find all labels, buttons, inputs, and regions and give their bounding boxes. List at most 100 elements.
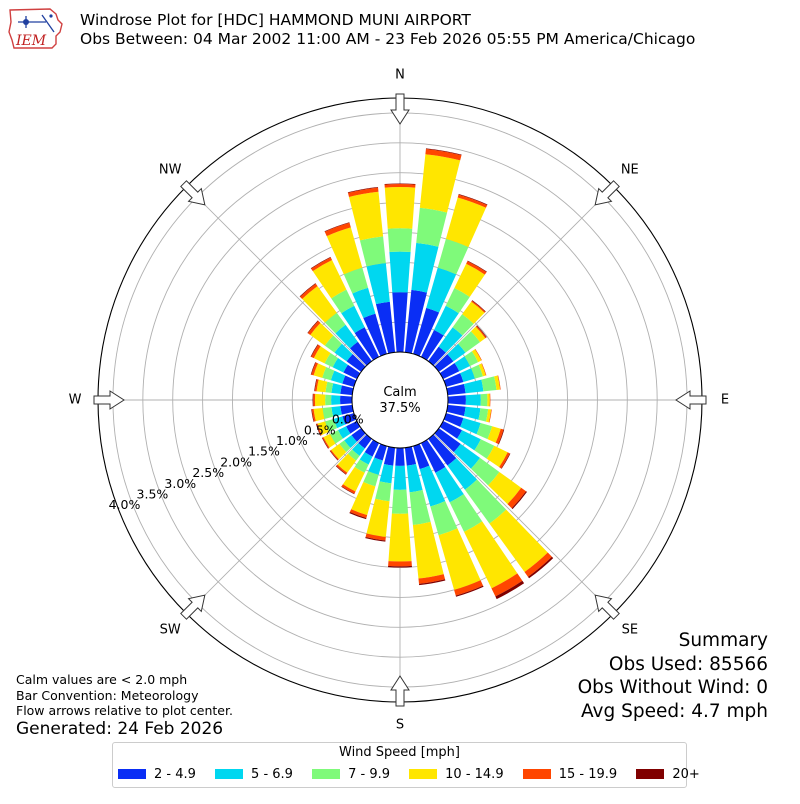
windrose-bar-segment xyxy=(437,238,469,275)
windrose-bar-segment xyxy=(466,261,487,275)
legend-item: 5 - 6.9 xyxy=(215,767,293,782)
windrose-bar-segment xyxy=(425,148,462,156)
windrose-bar-segment xyxy=(307,320,319,334)
windrose-bar-segment xyxy=(438,327,463,353)
windrose-bar-segment xyxy=(338,426,351,439)
windrose-bar-segment xyxy=(507,487,527,509)
windrose-bar-segment xyxy=(311,257,333,272)
windrose-bar-segment xyxy=(331,443,347,460)
windrose-bar-segment xyxy=(452,314,474,336)
windrose-bar-segment xyxy=(300,283,318,300)
windrose-bar-segment xyxy=(430,501,458,536)
summary-heading: Summary xyxy=(678,630,768,651)
windrose-bar-segment xyxy=(329,430,343,444)
radial-tick-label: 3.0% xyxy=(164,476,196,491)
grid-ring xyxy=(142,142,658,658)
grid-ring xyxy=(172,172,628,628)
calm-note: Calm values are < 2.0 mph xyxy=(16,672,188,687)
windrose-bar-segment xyxy=(366,498,390,537)
windrose-bar-segment xyxy=(347,449,360,461)
windrose-bar-segment xyxy=(439,363,460,380)
windrose-bar-segment xyxy=(420,439,446,473)
windrose-bar-segment xyxy=(330,449,339,461)
windrose-bar-segment xyxy=(307,320,321,336)
windrose-bar-segment xyxy=(335,324,358,349)
windrose-bar-segment xyxy=(330,370,346,384)
windrose-bar-segment xyxy=(314,393,326,407)
summary-block: Summary Obs Used: 85566 Obs Without Wind… xyxy=(578,629,768,723)
windrose-bar-segment xyxy=(349,191,384,241)
windrose-bar-segment xyxy=(310,344,319,357)
windrose-bar-segment xyxy=(470,457,500,486)
windrose-bar-segment xyxy=(497,375,501,390)
windrose-bar-segment xyxy=(524,552,552,577)
windrose-bar-segment xyxy=(340,395,353,405)
legend-title: Wind Speed [mph] xyxy=(339,745,460,760)
windrose-bar-segment xyxy=(453,443,481,469)
compass-label: N xyxy=(395,68,405,83)
windrose-bar-segment xyxy=(471,300,486,312)
windrose-bar-segment xyxy=(471,349,482,363)
windrose-bar-segment xyxy=(342,375,357,387)
windrose-bar-segment xyxy=(478,408,489,422)
windrose-bar-segment xyxy=(465,394,481,406)
windrose-bar-segment xyxy=(341,486,355,495)
windrose-bar-segment xyxy=(346,354,366,372)
windrose-bar-segment xyxy=(343,364,361,380)
windrose-bar-segment xyxy=(312,393,314,407)
windrose-bar-segment xyxy=(528,556,554,579)
legend-item: 15 - 19.9 xyxy=(522,767,617,782)
legend-label: 2 - 4.9 xyxy=(154,767,196,782)
windrose-bar-segment xyxy=(340,404,354,415)
windrose-bar-segment xyxy=(341,484,356,494)
windrose-bar-segment xyxy=(326,227,363,275)
windrose-bar-segment xyxy=(499,452,510,469)
compass-arrow-icon xyxy=(675,390,707,410)
windrose-bar-segment xyxy=(339,440,351,453)
compass-arrow-shape xyxy=(93,390,125,410)
bar-convention-note: Bar Convention: Meteorology xyxy=(16,687,199,703)
windrose-bar-segment xyxy=(324,222,350,232)
windrose-bar-segment xyxy=(454,580,484,596)
windrose-bar-segment xyxy=(387,228,413,252)
windrose-bar-segment xyxy=(302,286,337,323)
windrose-bar-segment xyxy=(375,301,396,354)
calm-value: 37.5% xyxy=(379,401,420,416)
windrose-bar-segment xyxy=(379,463,394,484)
windrose-bar-segment xyxy=(324,335,342,353)
windrose-bar-segment xyxy=(458,331,481,353)
windrose-bar-segment xyxy=(365,536,386,542)
legend-item: 10 - 14.9 xyxy=(409,767,504,782)
windrose-bar-segment xyxy=(321,437,329,449)
compass-label: W xyxy=(69,393,82,408)
windrose-bar-segment xyxy=(445,288,470,314)
windrose-bar-segment xyxy=(344,435,357,448)
windrose-bar-segment xyxy=(311,344,321,359)
windrose-bar-segment xyxy=(354,459,369,473)
windrose-bar-segment xyxy=(315,423,321,436)
compass-label: SW xyxy=(160,622,181,637)
windrose-bar-segment xyxy=(411,242,439,293)
legend-item: 20+ xyxy=(636,767,700,782)
windrose-bar-segment xyxy=(325,312,346,334)
windrose-bar-segment xyxy=(470,326,486,343)
windrose-bar-segment xyxy=(347,186,379,193)
windrose-bar-segment xyxy=(364,439,380,457)
windrose-bar-segment xyxy=(419,579,446,586)
windrose-bar-segment xyxy=(358,434,372,449)
windrose-bar-segment xyxy=(419,465,446,507)
compass-arrow-shape xyxy=(180,180,206,206)
windrose-bar-segment xyxy=(314,379,319,392)
windrose-bar-segment xyxy=(383,446,396,466)
legend-items: 2 - 4.9 5 - 6.9 7 - 9.9 10 - 14.9 15 - 1… xyxy=(118,767,700,782)
windrose-bar-segment xyxy=(447,343,466,362)
windrose-bar-segment xyxy=(475,325,487,339)
windrose-bar-segment xyxy=(331,289,355,314)
windrose-bar-segment xyxy=(481,376,497,392)
radial-tick-label: 2.5% xyxy=(192,465,224,480)
legend: Wind Speed [mph] 2 - 4.9 5 - 6.9 7 - 9.9… xyxy=(112,742,700,788)
windrose-bar-segment xyxy=(359,236,386,267)
windrose-bar-segment xyxy=(413,443,430,470)
windrose-bar-segment xyxy=(349,512,367,520)
legend-swatch xyxy=(409,769,438,779)
